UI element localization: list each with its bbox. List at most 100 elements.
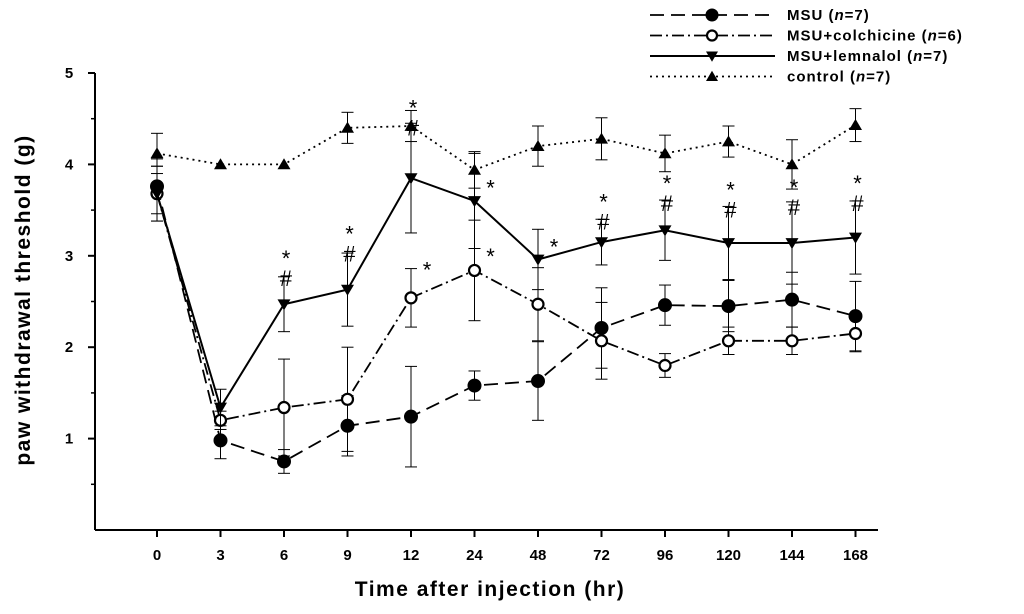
asterisk-mark: *: [599, 189, 608, 214]
legend-label-n: n: [913, 48, 923, 65]
data-point: [706, 70, 718, 81]
x-tick-label: 12: [403, 547, 420, 564]
data-point: [785, 334, 799, 348]
data-point: [467, 378, 482, 393]
y-axis-title: paw withdrawal threshold (g): [12, 134, 35, 465]
data-point: [705, 29, 719, 42]
legend-label: MSU (n=7): [787, 7, 870, 24]
hash-mark: #: [851, 191, 864, 216]
data-point: [721, 299, 736, 314]
hash-mark: #: [343, 241, 356, 266]
annotation-3: *#: [407, 95, 420, 140]
legend-label: MSU+colchicine (n=6): [787, 28, 963, 45]
series-1: [150, 158, 863, 474]
data-point: [467, 263, 482, 278]
y-ticks: 1 2 3 4 5: [65, 65, 95, 486]
legend-item-4: control (n=7): [650, 69, 891, 86]
asterisk-mark: *: [853, 171, 862, 196]
legend-label-prefix: MSU (: [787, 7, 835, 24]
annotation-5: *: [486, 175, 495, 200]
legend-label-suffix: =7): [845, 7, 870, 24]
series-line: [156, 186, 856, 463]
y-tick-label: 4: [65, 156, 74, 173]
plot-area: [150, 108, 863, 474]
legend-item-2: MSU+colchicine (n=6): [650, 28, 963, 45]
x-tick-label: 0: [153, 547, 161, 564]
hash-mark: #: [597, 209, 610, 234]
annotation-6: *: [486, 244, 495, 269]
legend-label-suffix: =7): [866, 69, 891, 86]
asterisk-mark: *: [486, 175, 495, 200]
data-point: [848, 326, 863, 341]
annotation-4: *: [423, 258, 432, 283]
data-point: [277, 158, 291, 170]
annotation-10: *#: [724, 178, 737, 223]
series-line: [156, 124, 856, 171]
hash-mark: #: [788, 195, 801, 220]
series-line: [156, 193, 856, 422]
data-point: [341, 284, 354, 296]
hash-mark: #: [407, 115, 420, 140]
series-3: [150, 122, 862, 427]
x-tick-label: 3: [216, 547, 224, 564]
legend: MSU (n=7)MSU+colchicine (n=6)MSU+lemnalo…: [650, 7, 963, 86]
legend-item-1: MSU (n=7): [650, 7, 870, 24]
y-tick-label: 1: [65, 431, 73, 448]
asterisk-mark: *: [282, 246, 291, 271]
data-point: [214, 158, 227, 170]
data-point: [595, 132, 608, 144]
data-point: [785, 292, 799, 307]
legend-label-prefix: control (: [787, 69, 856, 86]
x-tick-label: 96: [657, 547, 674, 564]
legend-label: control (n=7): [787, 69, 891, 86]
hash-mark: #: [724, 198, 737, 223]
annotation-2: *#: [343, 221, 356, 266]
y-tick-label: 5: [65, 65, 73, 82]
data-point: [341, 121, 354, 133]
data-point: [531, 297, 545, 311]
legend-label-n: n: [835, 7, 845, 24]
asterisk-mark: *: [409, 95, 418, 120]
asterisk-mark: *: [550, 235, 559, 260]
legend-label-n: n: [856, 69, 866, 86]
data-point: [785, 238, 799, 250]
x-axis-title: Time after injection (hr): [355, 578, 625, 601]
legend-label: MSU+lemnalol (n=7): [787, 48, 948, 65]
data-point: [468, 163, 481, 175]
annotation-9: *#: [661, 171, 674, 216]
data-point: [150, 147, 164, 159]
axes: [94, 73, 878, 531]
series-2: [150, 165, 863, 457]
data-point: [658, 358, 672, 373]
data-point: [705, 8, 719, 22]
data-point: [340, 392, 355, 406]
hash-mark: #: [280, 266, 293, 291]
asterisk-mark: *: [423, 258, 432, 283]
asterisk-mark: *: [486, 244, 495, 269]
data-point: [658, 147, 672, 159]
x-tick-label: 9: [343, 547, 351, 564]
data-point: [404, 119, 418, 131]
legend-label-suffix: =7): [923, 48, 948, 65]
x-ticks: 0 3 6 9 12 24 48 72 96 120 144 168: [153, 530, 868, 564]
annotation-7: *: [550, 235, 559, 260]
x-tick-label: 48: [530, 547, 547, 564]
data-point: [849, 118, 862, 130]
x-tick-label: 120: [716, 547, 741, 564]
data-point: [277, 454, 291, 469]
data-point: [658, 298, 672, 313]
x-tick-label: 144: [779, 547, 805, 564]
data-point: [277, 299, 291, 311]
legend-item-3: MSU+lemnalol (n=7): [650, 48, 948, 65]
data-point: [706, 51, 718, 62]
legend-label-prefix: MSU+colchicine (: [787, 28, 928, 45]
asterisk-mark: *: [345, 221, 354, 246]
y-tick-label: 3: [65, 248, 73, 265]
data-point: [531, 139, 545, 151]
x-tick-label: 6: [280, 547, 288, 564]
data-point: [658, 225, 672, 237]
asterisk-mark: *: [790, 175, 799, 200]
data-point: [531, 254, 545, 266]
data-point: [594, 334, 609, 348]
